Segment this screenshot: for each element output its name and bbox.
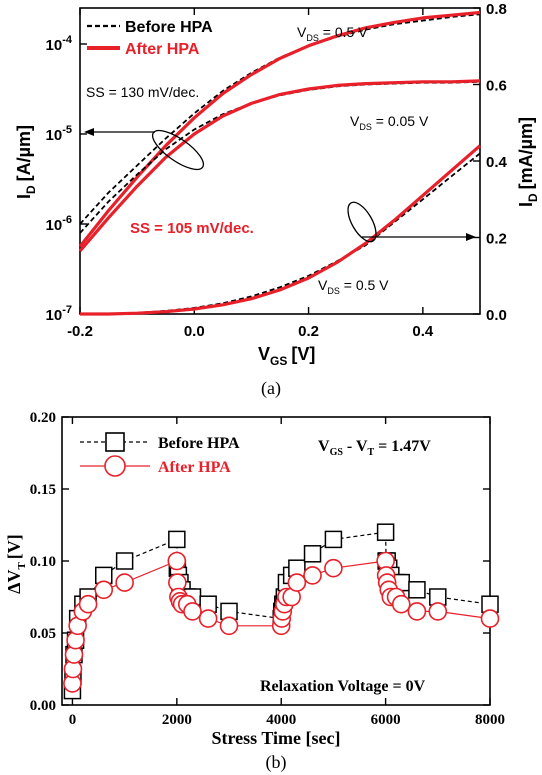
legend-b-after-label: After HPA [158, 459, 231, 476]
plot-b-ticks: 0 2000 4000 6000 8000 0.00 0.05 0.10 0.15 0.20 [30, 410, 505, 728]
x-tick-label-b: 0 [69, 712, 77, 728]
x-tick-label-b: 6000 [371, 712, 401, 728]
marker-circle [183, 602, 202, 621]
legend-b-square-marker [105, 432, 125, 452]
x-tick-label-a: 0.2 [298, 323, 319, 340]
legend-before-label: Before HPA [125, 19, 213, 36]
marker-circle [94, 580, 114, 600]
y-tick-label-b: 0.20 [30, 410, 56, 426]
series-line-a [78, 79, 481, 253]
marker-circle [391, 594, 411, 614]
y-tick-label-a-left: 10-4 [46, 34, 73, 54]
x-tick-label-a: 0.4 [412, 323, 434, 340]
plot-b-ylabel: ΔVT[V] [4, 534, 28, 594]
ellipse-left-curves [151, 129, 205, 171]
y-tick-label-a-right: 0.6 [486, 78, 507, 95]
marker-square [303, 545, 322, 563]
plot-a-legend: Before HPA After HPA [87, 19, 213, 58]
panel-b: 0 2000 4000 6000 8000 0.00 0.05 0.10 0.15 0.20 Be… [4, 410, 505, 773]
plot-a-ylabel-right: ID[mA/µm] [516, 117, 540, 207]
annotation-condition: VGS - VT = 1.47V [318, 438, 431, 458]
arrow-right-axis [362, 233, 476, 241]
marker-circle [324, 558, 343, 578]
y-tick-label-b: 0.05 [30, 626, 56, 642]
marker-circle [198, 609, 218, 628]
marker-circle [428, 602, 448, 621]
plot-a-lines [78, 10, 482, 316]
annotation-vds-top: VDS = 0.5 V [297, 24, 368, 43]
y-tick-label-b: 0.10 [30, 554, 56, 570]
y-tick-label-b: 0.00 [30, 698, 56, 714]
series-line-a [78, 10, 481, 248]
caption-b: (b) [266, 752, 287, 773]
y-tick-label-a-left: 10-6 [46, 214, 72, 234]
legend-b-circle-marker [104, 455, 126, 477]
marker-circle [303, 566, 322, 585]
marker-circle [407, 602, 427, 621]
plot-b-legend: Before HPA After HPA [80, 432, 240, 477]
y-tick-label-a-left: 10-7 [46, 304, 72, 324]
plot-b-xlabel: Stress Time [sec] [212, 728, 341, 748]
series-line-a [79, 13, 481, 225]
annotation-vds-bottom: VDS = 0.5 V [318, 277, 389, 296]
plot-a-ylabel-left: ID[A/µm] [14, 125, 38, 199]
plot-a-xlabel: VGS [V] [258, 344, 315, 368]
x-tick-label-a: -0.2 [67, 323, 93, 340]
x-tick-label-b: 8000 [475, 712, 505, 728]
annotation-relaxation: Relaxation Voltage = 0V [260, 678, 426, 695]
ellipse-right-curves [347, 201, 377, 243]
y-tick-label-a-right: 0.0 [486, 307, 507, 324]
series-line-a [80, 144, 482, 316]
legend-b-before-label: Before HPA [158, 435, 240, 452]
y-tick-label-a-right: 0.4 [486, 154, 508, 171]
arrow-left-axis [84, 128, 155, 136]
marker-circle [480, 609, 500, 628]
y-tick-label-a-right: 0.2 [486, 231, 507, 248]
annotation-ss-after: SS = 105 mV/dec. [130, 220, 254, 237]
legend-after-label: After HPA [125, 41, 200, 58]
x-tick-label-b: 4000 [266, 712, 296, 728]
marker-circle [287, 573, 307, 592]
y-tick-label-a-left: 10-5 [46, 124, 72, 144]
y-tick-label-b: 0.15 [30, 482, 56, 498]
marker-circle [78, 594, 98, 614]
marker-square [168, 530, 186, 549]
x-tick-label-a: 0.0 [184, 323, 205, 340]
marker-circle [115, 573, 134, 592]
series-line-a [79, 80, 481, 234]
plot-b-lines [63, 523, 500, 700]
annotation-vds-mid: VDS = 0.05 V [350, 113, 429, 132]
marker-square [408, 581, 426, 599]
marker-square [376, 523, 395, 541]
marker-square [324, 530, 343, 549]
x-tick-label-b: 2000 [162, 712, 192, 728]
marker-circle [167, 551, 187, 571]
y-tick-label-a-right: 0.8 [486, 1, 507, 18]
marker-circle [219, 616, 239, 636]
plot-a-ticks: -0.2 0.0 0.2 0.4 10-7 10-6 10-5 10-4 0.0 0.2 0.4 0.… [46, 1, 508, 340]
annotation-ss-before: SS = 130 mV/dec. [86, 84, 199, 100]
marker-square [115, 552, 134, 570]
panel-a: -0.2 0.0 0.2 0.4 10-7 10-6 10-5 10-4 0.0 0.2 0.4 0.… [14, 1, 540, 399]
caption-a: (a) [261, 378, 281, 399]
